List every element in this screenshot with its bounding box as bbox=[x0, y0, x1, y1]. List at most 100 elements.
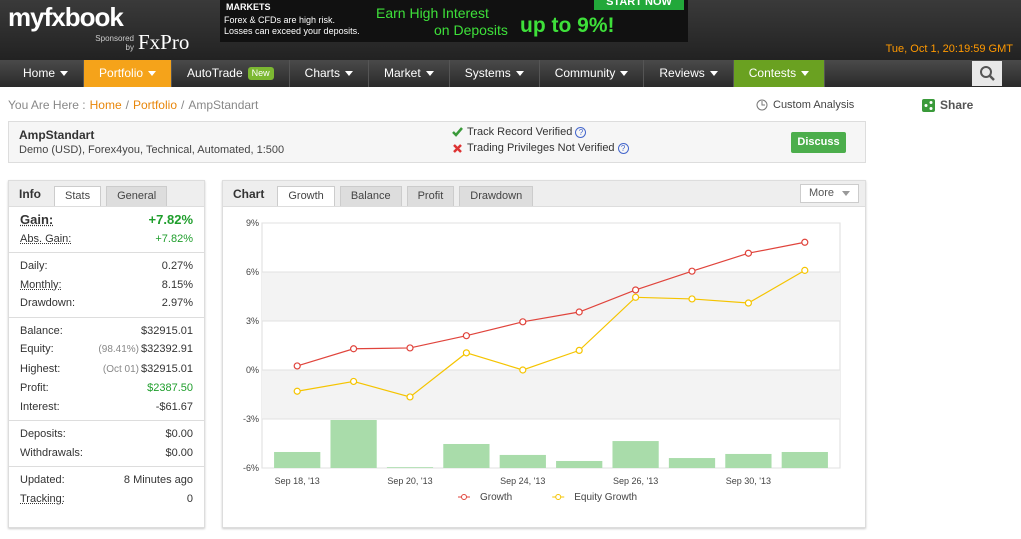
stats-group: Updated: 8 Minutes ago Tracking: 0 bbox=[9, 467, 204, 512]
nav-item[interactable]: Systems bbox=[450, 60, 540, 87]
stats-value-text: 2.97% bbox=[161, 297, 193, 309]
stats-label: Highest: bbox=[20, 362, 61, 375]
stats-value: $0.00 bbox=[165, 444, 193, 463]
stats-value-text: 8.15% bbox=[161, 278, 193, 291]
ad-risk-line: Forex & CFDs are high risk. bbox=[224, 15, 336, 25]
tab[interactable]: Drawdown bbox=[459, 186, 534, 206]
nav-item[interactable]: Home bbox=[8, 60, 85, 87]
series-line bbox=[297, 269, 806, 398]
stats-label: Daily: bbox=[20, 260, 48, 272]
stats-value-text: $32915.01 bbox=[141, 362, 193, 375]
stats-value-text: +7.82% bbox=[148, 212, 193, 227]
stats-label: Tracking: bbox=[20, 492, 65, 505]
plot-band bbox=[262, 272, 840, 321]
nav-item[interactable]: Community bbox=[540, 60, 645, 87]
stats-label: Profit: bbox=[20, 382, 49, 394]
legend-label: Growth bbox=[480, 492, 512, 503]
nav-badge: New bbox=[247, 67, 274, 80]
tab[interactable]: Stats bbox=[54, 186, 102, 206]
breadcrumb-item[interactable]: Home bbox=[89, 98, 122, 112]
point bbox=[293, 362, 301, 370]
status-icons bbox=[452, 127, 463, 153]
nav-label: Systems bbox=[464, 66, 511, 80]
discuss-button[interactable]: Discuss bbox=[791, 132, 846, 153]
stats-value: 8.15% bbox=[162, 276, 193, 295]
x-tick-label: Sep 30, '13 bbox=[726, 476, 771, 486]
stats-label: Abs. Gain: bbox=[20, 232, 72, 245]
stats-value-text: $32915.01 bbox=[141, 324, 193, 337]
stats-row: Balance: $32915.01 bbox=[9, 322, 204, 341]
sponsor: FxPro bbox=[138, 30, 190, 54]
dropdown-arrow bbox=[60, 71, 69, 76]
point bbox=[406, 393, 414, 401]
account-box: AmpStandart Demo (USD), Forex4you, Techn… bbox=[8, 121, 866, 163]
stats-label: Deposits: bbox=[20, 428, 66, 440]
x-tick-label: Sep 20, '13 bbox=[387, 476, 432, 486]
legend-marker bbox=[555, 494, 562, 500]
tab[interactable]: General bbox=[106, 186, 168, 206]
share[interactable]: Share bbox=[922, 98, 973, 112]
help-icon[interactable]: ? bbox=[575, 127, 587, 138]
bar bbox=[274, 451, 321, 468]
bar bbox=[668, 458, 716, 468]
stats-value-text: $2387.50 bbox=[147, 382, 193, 394]
dropdown-arrow bbox=[801, 71, 810, 76]
breadcrumb-item[interactable]: Portfolio bbox=[132, 98, 177, 112]
ad-headline: Earn High Interest bbox=[376, 5, 489, 21]
breadcrumb-separator: / bbox=[181, 98, 185, 112]
point bbox=[350, 377, 358, 386]
y-tick-label: 0% bbox=[246, 365, 259, 375]
nav-label: AutoTrade bbox=[187, 66, 243, 80]
stats-label: Gain: bbox=[20, 212, 54, 227]
point bbox=[631, 293, 640, 301]
stats-group: Deposits: $0.00 Withdrawals: $0.00 bbox=[9, 421, 204, 467]
ad-brand: MARKETS bbox=[226, 2, 271, 12]
tab[interactable]: Profit bbox=[406, 186, 455, 206]
custom-analysis[interactable]: Custom Analysis bbox=[756, 99, 854, 111]
bar bbox=[443, 443, 490, 468]
stats-value: +7.82% bbox=[155, 230, 193, 249]
logo[interactable]: myfxbook bbox=[8, 2, 124, 32]
search-button[interactable] bbox=[972, 61, 1002, 86]
tab[interactable]: Balance bbox=[339, 186, 402, 206]
nav-item[interactable]: Portfolio bbox=[84, 60, 173, 87]
custom-analysis-text: Custom Analysis bbox=[773, 99, 855, 111]
ad-button[interactable]: START NOW bbox=[594, 0, 684, 10]
nav-item[interactable]: Reviews bbox=[644, 60, 734, 87]
nav-item[interactable]: Market bbox=[369, 60, 450, 87]
dropdown-arrow bbox=[345, 71, 353, 76]
stats-label: Monthly: bbox=[20, 278, 62, 291]
help-icon[interactable]: ? bbox=[617, 143, 629, 154]
stats-value: -$61.67 bbox=[156, 398, 193, 417]
point bbox=[801, 238, 809, 246]
stats-group: Balance: $32915.01 Equity: (98.41%) $32392.9… bbox=[9, 318, 204, 421]
trading-privileges: Trading Privileges Not Verified ? bbox=[467, 142, 629, 154]
stats-group: Gain: +7.82% Abs. Gain: +7.82% bbox=[9, 207, 204, 253]
stats-value-text: $0.00 bbox=[165, 428, 193, 440]
breadcrumb-item: AmpStandart bbox=[188, 98, 259, 112]
bar bbox=[330, 419, 377, 468]
point bbox=[744, 249, 753, 257]
ad-highlight: up to 9%! bbox=[520, 14, 615, 37]
bar bbox=[499, 454, 546, 468]
nav-item[interactable]: Contests bbox=[733, 60, 826, 87]
nav-item[interactable]: AutoTrade New bbox=[172, 60, 290, 87]
point bbox=[519, 318, 527, 326]
ad-banner[interactable]: MARKETS Forex & CFDs are high risk. Losse… bbox=[220, 0, 688, 42]
nav-item[interactable]: Charts bbox=[290, 60, 369, 87]
dropdown-arrow bbox=[842, 191, 850, 196]
stats-label: Interest: bbox=[20, 400, 60, 413]
stats-value-text: 8 Minutes ago bbox=[123, 474, 193, 486]
search-icon bbox=[980, 66, 995, 81]
stats-value: +7.82% bbox=[149, 211, 193, 230]
more-button[interactable]: More bbox=[799, 184, 859, 203]
stats-note: (98.41%) bbox=[98, 344, 139, 355]
more-text: More bbox=[808, 187, 834, 199]
tab[interactable]: Growth bbox=[277, 186, 335, 206]
stats-value-text: -$61.67 bbox=[155, 400, 193, 413]
point bbox=[462, 332, 470, 340]
dropdown-arrow bbox=[515, 71, 524, 76]
info-panel: Info Stats General Gain: +7.82% Abs. Gain: +7.… bbox=[8, 180, 205, 528]
